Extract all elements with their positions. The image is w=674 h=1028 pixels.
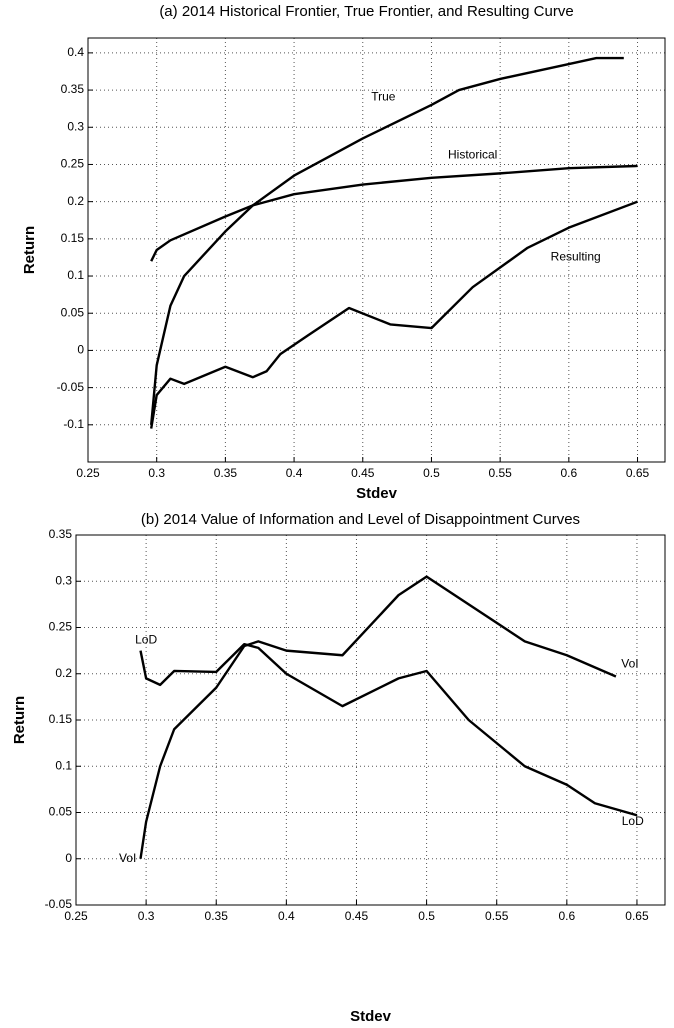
y-tick-label: 0.4 xyxy=(67,45,84,59)
x-tick-label: 0.65 xyxy=(626,466,650,480)
annotation: VoI xyxy=(621,657,638,671)
line-series xyxy=(150,200,638,429)
annotation: VoI xyxy=(119,851,136,865)
plot-frame xyxy=(75,534,666,906)
line-series xyxy=(139,642,638,817)
annotation: Historical xyxy=(448,148,497,162)
y-tick-label: 0.15 xyxy=(61,231,85,245)
x-tick-label: 0.3 xyxy=(148,466,165,480)
x-tick-label: 0.6 xyxy=(560,466,577,480)
x-tick-label: 0.4 xyxy=(278,909,295,923)
y-tick-label: 0.1 xyxy=(67,268,84,282)
x-tick-label: 0.5 xyxy=(418,909,435,923)
y-tick-label: 0.1 xyxy=(55,758,72,772)
y-tick-label: 0.35 xyxy=(49,527,73,541)
y-tick-label: 0 xyxy=(77,343,84,357)
x-tick-label: 0.4 xyxy=(286,466,303,480)
x-tick-label: 0.25 xyxy=(64,909,88,923)
y-axis-label: Return xyxy=(11,696,28,744)
plot-frame xyxy=(87,37,666,463)
y-tick-label: 0.05 xyxy=(49,805,73,819)
y-tick-label: 0.3 xyxy=(67,119,84,133)
annotation: True xyxy=(371,90,396,104)
x-tick-label: 0.3 xyxy=(138,909,155,923)
y-tick-label: 0.05 xyxy=(61,305,85,319)
line-series xyxy=(150,56,624,425)
y-tick-label: 0.25 xyxy=(49,620,73,634)
x-axis-label: Stdev xyxy=(356,485,398,502)
y-tick-label: 0.25 xyxy=(61,157,85,171)
y-tick-label: 0.35 xyxy=(61,82,85,96)
y-tick-label: -0.1 xyxy=(63,417,84,431)
x-tick-label: 0.6 xyxy=(558,909,575,923)
chart-title: (b) 2014 Value of Information and Level … xyxy=(141,511,580,528)
chart-title: (a) 2014 Historical Frontier, True Front… xyxy=(159,3,573,20)
line-series xyxy=(139,575,617,859)
y-tick-label: -0.05 xyxy=(57,380,85,394)
annotation: LoD xyxy=(622,814,644,828)
x-tick-label: 0.25 xyxy=(76,466,100,480)
y-tick-label: -0.05 xyxy=(45,897,73,911)
y-tick-label: 0 xyxy=(65,851,72,865)
x-tick-label: 0.45 xyxy=(351,466,375,480)
line-series xyxy=(150,164,638,262)
x-tick-label: 0.65 xyxy=(625,909,649,923)
y-tick-label: 0.15 xyxy=(49,712,73,726)
x-tick-label: 0.55 xyxy=(485,909,509,923)
x-tick-label: 0.55 xyxy=(488,466,512,480)
x-tick-label: 0.45 xyxy=(345,909,369,923)
x-tick-label: 0.35 xyxy=(214,466,238,480)
annotation: LoD xyxy=(135,633,157,647)
x-tick-label: 0.35 xyxy=(205,909,229,923)
y-tick-label: 0.2 xyxy=(67,194,84,208)
y-tick-label: 0.3 xyxy=(55,573,72,587)
y-tick-label: 0.2 xyxy=(55,666,72,680)
annotation: Resulting xyxy=(551,250,601,264)
y-axis-label: Return xyxy=(21,226,38,274)
x-axis-label: Stdev xyxy=(350,1008,392,1025)
x-tick-label: 0.5 xyxy=(423,466,440,480)
